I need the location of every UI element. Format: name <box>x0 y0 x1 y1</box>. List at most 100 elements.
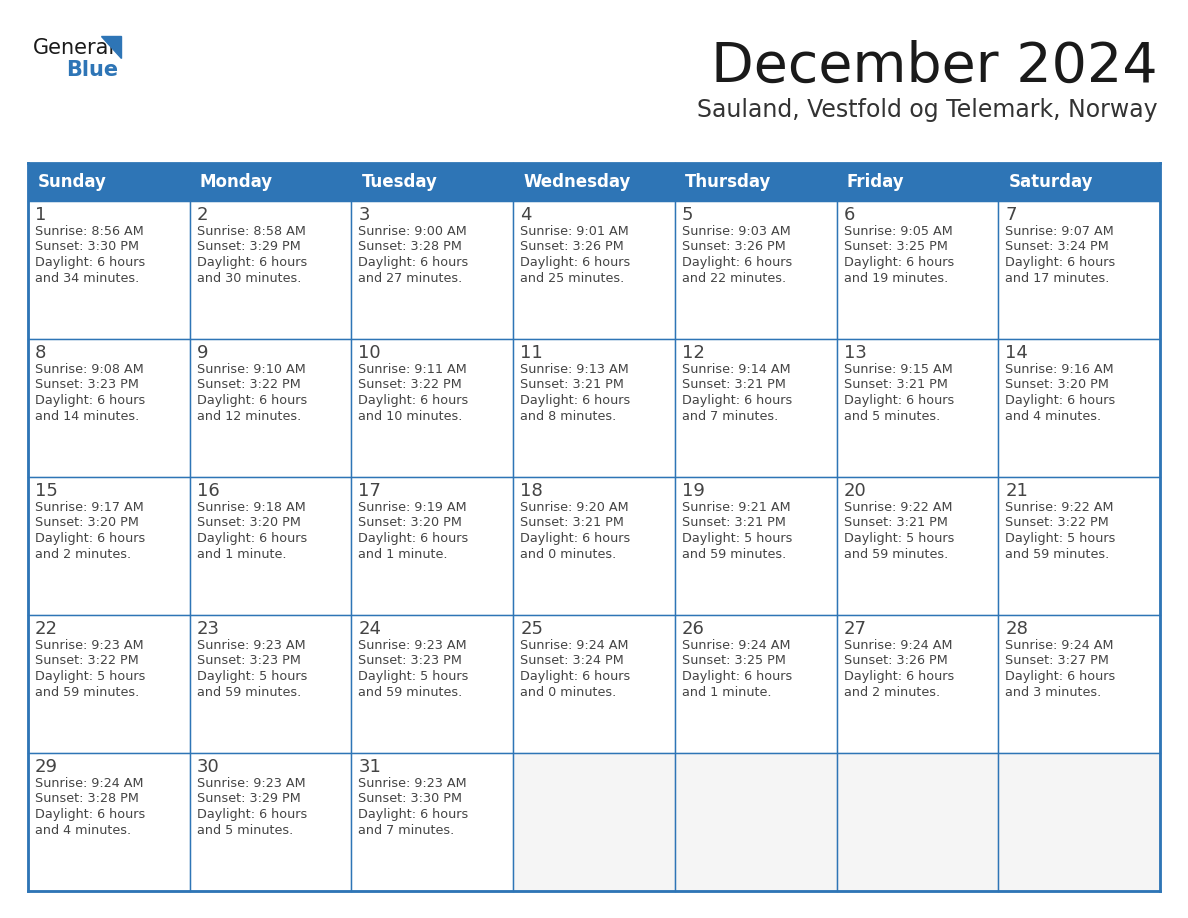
Text: Sunset: 3:24 PM: Sunset: 3:24 PM <box>1005 241 1110 253</box>
Text: Daylight: 6 hours: Daylight: 6 hours <box>34 394 145 407</box>
Bar <box>998 615 1159 753</box>
Bar <box>513 477 675 615</box>
Text: Daylight: 6 hours: Daylight: 6 hours <box>197 394 307 407</box>
Text: and 59 minutes.: and 59 minutes. <box>359 686 462 699</box>
Text: 25: 25 <box>520 620 543 638</box>
Bar <box>29 615 190 753</box>
Text: Sunrise: 9:22 AM: Sunrise: 9:22 AM <box>1005 501 1114 514</box>
Text: Daylight: 6 hours: Daylight: 6 hours <box>359 256 469 269</box>
Bar <box>836 339 998 477</box>
Text: Sunrise: 9:15 AM: Sunrise: 9:15 AM <box>843 363 953 376</box>
Text: and 27 minutes.: and 27 minutes. <box>359 272 462 285</box>
Text: Sunrise: 8:56 AM: Sunrise: 8:56 AM <box>34 225 144 238</box>
Text: and 59 minutes.: and 59 minutes. <box>1005 547 1110 561</box>
Text: Daylight: 5 hours: Daylight: 5 hours <box>197 670 307 683</box>
Text: Daylight: 6 hours: Daylight: 6 hours <box>682 256 792 269</box>
Text: and 25 minutes.: and 25 minutes. <box>520 272 625 285</box>
Text: Daylight: 5 hours: Daylight: 5 hours <box>34 670 145 683</box>
Text: Sunset: 3:28 PM: Sunset: 3:28 PM <box>34 792 139 805</box>
Text: Sunset: 3:26 PM: Sunset: 3:26 PM <box>682 241 785 253</box>
Text: Daylight: 6 hours: Daylight: 6 hours <box>682 394 792 407</box>
Text: Sunset: 3:22 PM: Sunset: 3:22 PM <box>1005 517 1110 530</box>
Text: Daylight: 6 hours: Daylight: 6 hours <box>359 532 469 545</box>
Text: Sunset: 3:28 PM: Sunset: 3:28 PM <box>359 241 462 253</box>
Text: Daylight: 6 hours: Daylight: 6 hours <box>359 808 469 821</box>
Text: 6: 6 <box>843 206 855 224</box>
Text: Sunset: 3:29 PM: Sunset: 3:29 PM <box>197 241 301 253</box>
Text: Daylight: 6 hours: Daylight: 6 hours <box>1005 670 1116 683</box>
Text: Daylight: 6 hours: Daylight: 6 hours <box>197 256 307 269</box>
Text: and 30 minutes.: and 30 minutes. <box>197 272 301 285</box>
Text: Sunrise: 9:03 AM: Sunrise: 9:03 AM <box>682 225 790 238</box>
Bar <box>190 477 352 615</box>
Text: Sunrise: 9:05 AM: Sunrise: 9:05 AM <box>843 225 953 238</box>
Text: Sunset: 3:20 PM: Sunset: 3:20 PM <box>1005 378 1110 391</box>
Text: Sunrise: 9:24 AM: Sunrise: 9:24 AM <box>34 777 144 790</box>
Text: Sunset: 3:21 PM: Sunset: 3:21 PM <box>682 517 785 530</box>
Text: Tuesday: Tuesday <box>361 173 437 191</box>
Text: Sunset: 3:20 PM: Sunset: 3:20 PM <box>197 517 301 530</box>
Text: and 22 minutes.: and 22 minutes. <box>682 272 786 285</box>
Bar <box>190 753 352 891</box>
Text: 19: 19 <box>682 482 704 500</box>
Text: 12: 12 <box>682 344 704 362</box>
Text: Sunset: 3:27 PM: Sunset: 3:27 PM <box>1005 655 1110 667</box>
Text: Sunset: 3:21 PM: Sunset: 3:21 PM <box>520 378 624 391</box>
Text: Sunset: 3:23 PM: Sunset: 3:23 PM <box>197 655 301 667</box>
Text: Sunset: 3:21 PM: Sunset: 3:21 PM <box>843 378 948 391</box>
Text: Daylight: 5 hours: Daylight: 5 hours <box>1005 532 1116 545</box>
Text: Sunrise: 9:13 AM: Sunrise: 9:13 AM <box>520 363 628 376</box>
Text: 18: 18 <box>520 482 543 500</box>
Text: and 3 minutes.: and 3 minutes. <box>1005 686 1101 699</box>
Bar <box>29 201 190 339</box>
Text: Sunrise: 9:10 AM: Sunrise: 9:10 AM <box>197 363 305 376</box>
Text: Sunrise: 9:16 AM: Sunrise: 9:16 AM <box>1005 363 1114 376</box>
Polygon shape <box>101 36 121 58</box>
Text: 2: 2 <box>197 206 208 224</box>
Text: and 1 minute.: and 1 minute. <box>682 686 771 699</box>
Text: Daylight: 6 hours: Daylight: 6 hours <box>843 394 954 407</box>
Text: Sunset: 3:22 PM: Sunset: 3:22 PM <box>34 655 139 667</box>
Text: Sunrise: 9:00 AM: Sunrise: 9:00 AM <box>359 225 467 238</box>
Text: Sunrise: 9:23 AM: Sunrise: 9:23 AM <box>34 639 144 652</box>
Bar <box>29 339 190 477</box>
Text: Sunset: 3:22 PM: Sunset: 3:22 PM <box>359 378 462 391</box>
Text: Sunrise: 9:22 AM: Sunrise: 9:22 AM <box>843 501 952 514</box>
Bar <box>675 201 836 339</box>
Text: Sunrise: 9:24 AM: Sunrise: 9:24 AM <box>682 639 790 652</box>
Text: 27: 27 <box>843 620 866 638</box>
Text: 16: 16 <box>197 482 220 500</box>
Text: Friday: Friday <box>847 173 904 191</box>
Text: Daylight: 5 hours: Daylight: 5 hours <box>682 532 792 545</box>
Text: Sunset: 3:23 PM: Sunset: 3:23 PM <box>359 655 462 667</box>
Text: and 14 minutes.: and 14 minutes. <box>34 409 139 422</box>
Text: and 8 minutes.: and 8 minutes. <box>520 409 617 422</box>
Text: Sunset: 3:20 PM: Sunset: 3:20 PM <box>359 517 462 530</box>
Text: 11: 11 <box>520 344 543 362</box>
Bar <box>352 477 513 615</box>
Text: 31: 31 <box>359 758 381 776</box>
Text: 3: 3 <box>359 206 369 224</box>
Bar <box>190 615 352 753</box>
Text: and 59 minutes.: and 59 minutes. <box>682 547 786 561</box>
Bar <box>675 477 836 615</box>
Text: Blue: Blue <box>67 60 118 80</box>
Text: Sunrise: 9:18 AM: Sunrise: 9:18 AM <box>197 501 305 514</box>
Text: and 59 minutes.: and 59 minutes. <box>843 547 948 561</box>
Text: December 2024: December 2024 <box>712 40 1158 94</box>
Text: 1: 1 <box>34 206 46 224</box>
Text: Daylight: 6 hours: Daylight: 6 hours <box>34 808 145 821</box>
Text: Sunrise: 9:23 AM: Sunrise: 9:23 AM <box>359 639 467 652</box>
Text: Sauland, Vestfold og Telemark, Norway: Sauland, Vestfold og Telemark, Norway <box>697 98 1158 122</box>
Text: Daylight: 6 hours: Daylight: 6 hours <box>843 670 954 683</box>
Text: 15: 15 <box>34 482 58 500</box>
Bar <box>190 339 352 477</box>
Text: 26: 26 <box>682 620 704 638</box>
Text: Sunrise: 9:01 AM: Sunrise: 9:01 AM <box>520 225 628 238</box>
Text: and 59 minutes.: and 59 minutes. <box>197 686 301 699</box>
Text: and 1 minute.: and 1 minute. <box>197 547 286 561</box>
Text: 13: 13 <box>843 344 866 362</box>
Text: and 10 minutes.: and 10 minutes. <box>359 409 463 422</box>
Text: and 2 minutes.: and 2 minutes. <box>843 686 940 699</box>
Text: Sunrise: 9:17 AM: Sunrise: 9:17 AM <box>34 501 144 514</box>
